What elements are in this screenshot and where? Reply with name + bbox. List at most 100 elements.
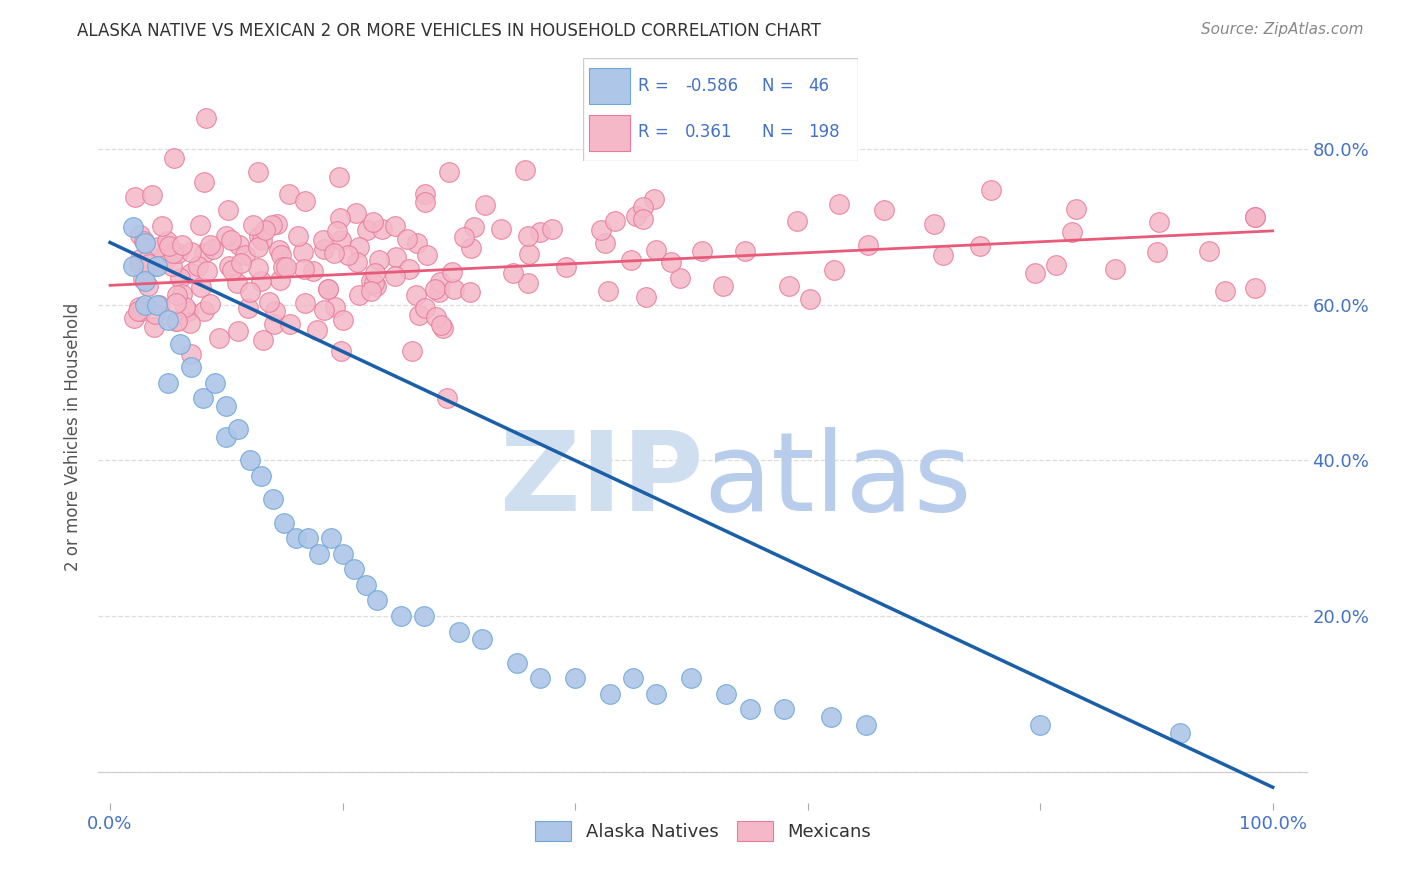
Point <box>517 277 540 291</box>
Point <box>502 266 524 280</box>
Point <box>554 260 576 274</box>
Point <box>343 562 366 576</box>
Point <box>270 248 292 262</box>
Point <box>193 175 215 189</box>
Point <box>1060 226 1083 240</box>
Point <box>778 279 800 293</box>
Point <box>441 264 464 278</box>
Point <box>208 331 231 345</box>
Point <box>398 262 420 277</box>
Point <box>529 671 551 685</box>
Point <box>529 225 551 239</box>
Point <box>922 217 945 231</box>
Point <box>413 609 436 624</box>
Point <box>187 260 209 274</box>
Y-axis label: 2 or more Vehicles in Household: 2 or more Vehicles in Household <box>65 303 83 571</box>
Point <box>250 469 273 483</box>
Point <box>513 163 536 178</box>
Point <box>314 303 336 318</box>
Point <box>301 264 323 278</box>
Point <box>1146 245 1168 260</box>
Point <box>267 243 290 257</box>
Legend: Alaska Natives, Mexicans: Alaska Natives, Mexicans <box>527 814 879 848</box>
Point <box>271 260 294 274</box>
Point <box>1029 718 1052 732</box>
Point <box>773 702 796 716</box>
Point <box>219 233 242 247</box>
Text: R =: R = <box>638 78 675 95</box>
Point <box>246 165 269 179</box>
Point <box>396 232 419 246</box>
Point <box>489 221 512 235</box>
Point <box>432 321 454 335</box>
Point <box>143 259 166 273</box>
Point <box>263 317 285 331</box>
Point <box>155 253 177 268</box>
Point <box>132 301 155 316</box>
Point <box>228 238 250 252</box>
Text: atlas: atlas <box>703 427 972 534</box>
Point <box>127 304 149 318</box>
Point <box>122 259 145 273</box>
Point <box>278 317 301 331</box>
Point <box>669 271 692 285</box>
Point <box>591 223 613 237</box>
Point <box>266 217 288 231</box>
Text: 198: 198 <box>808 123 839 141</box>
Point <box>716 687 738 701</box>
Text: -0.586: -0.586 <box>685 78 738 95</box>
Point <box>314 242 336 256</box>
Point <box>148 297 170 311</box>
Point <box>146 240 169 254</box>
Point <box>277 187 299 202</box>
Point <box>447 624 470 639</box>
Point <box>122 219 145 234</box>
Point <box>215 228 238 243</box>
Point <box>229 255 252 269</box>
Point <box>330 233 353 247</box>
Point <box>312 233 335 247</box>
Point <box>631 200 654 214</box>
Point <box>643 192 665 206</box>
Point <box>344 205 367 219</box>
Point <box>193 304 215 318</box>
Point <box>328 169 350 184</box>
Point <box>247 240 270 254</box>
Point <box>329 344 352 359</box>
Point <box>204 376 226 390</box>
Point <box>332 313 354 327</box>
FancyBboxPatch shape <box>583 58 858 161</box>
Point <box>564 671 586 685</box>
Point <box>143 319 166 334</box>
Point <box>401 344 423 359</box>
Point <box>128 252 150 266</box>
Point <box>253 223 276 237</box>
Point <box>820 710 842 724</box>
Point <box>645 687 668 701</box>
Point <box>1168 725 1191 739</box>
Point <box>360 285 382 299</box>
Point <box>292 244 315 259</box>
Point <box>198 297 221 311</box>
Point <box>364 279 387 293</box>
Point <box>250 274 273 288</box>
Point <box>180 245 202 260</box>
Point <box>323 301 346 315</box>
Point <box>828 197 851 211</box>
Point <box>166 314 188 328</box>
Point <box>593 235 616 250</box>
Point <box>294 194 316 209</box>
Point <box>436 391 458 405</box>
Point <box>415 301 437 315</box>
Point <box>681 671 703 685</box>
Point <box>636 290 658 304</box>
Point <box>425 310 447 324</box>
Point <box>249 228 271 243</box>
Point <box>471 632 494 647</box>
Point <box>193 246 215 260</box>
Point <box>262 219 284 233</box>
Point <box>734 244 756 258</box>
Point <box>188 218 211 232</box>
Point <box>165 313 187 327</box>
Point <box>738 702 761 716</box>
